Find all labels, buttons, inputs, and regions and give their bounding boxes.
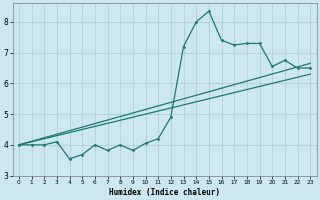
X-axis label: Humidex (Indice chaleur): Humidex (Indice chaleur) bbox=[109, 188, 220, 197]
